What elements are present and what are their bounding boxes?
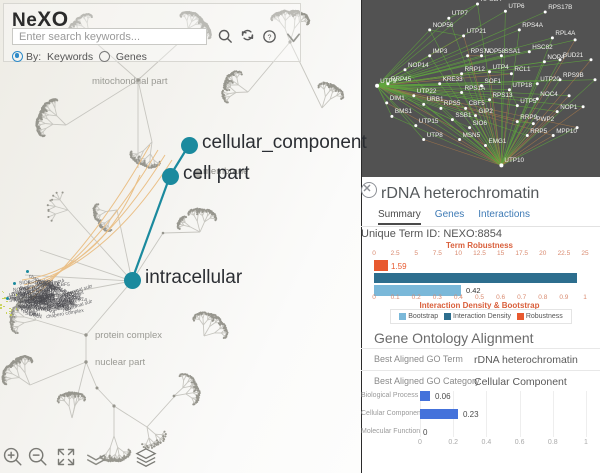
- svg-text:?: ?: [268, 34, 272, 42]
